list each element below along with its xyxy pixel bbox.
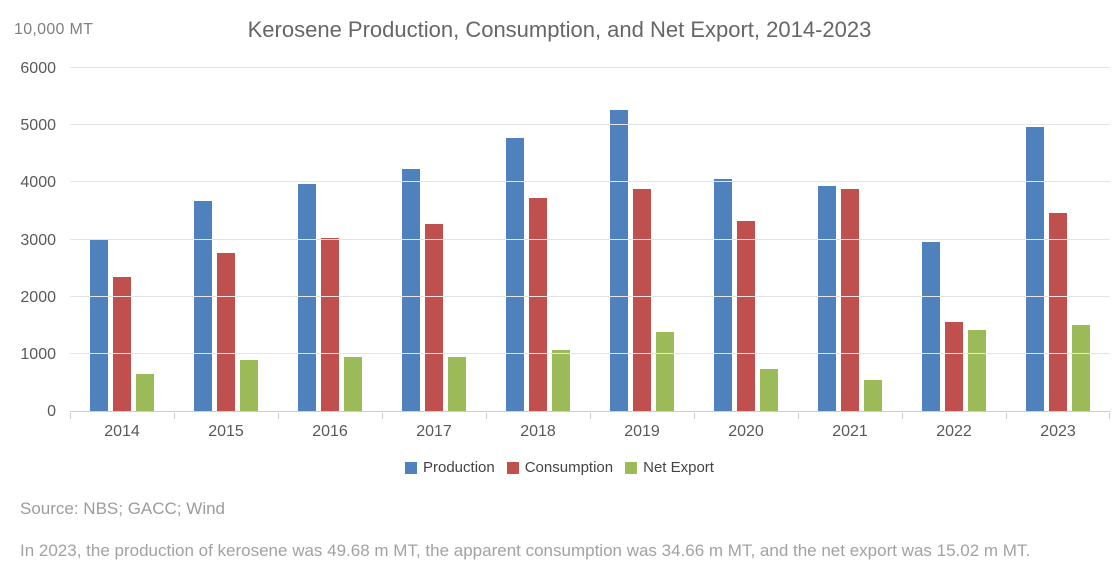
x-axis-tick-mark xyxy=(486,413,487,419)
bar-net-export xyxy=(448,356,466,411)
y-axis-tick-label: 1000 xyxy=(20,345,56,363)
bar-group-2014 xyxy=(70,69,174,411)
bar-consumption xyxy=(217,252,235,411)
y-axis-tick-label: 4000 xyxy=(20,174,56,192)
y-axis-labels: 0 1000 2000 3000 4000 5000 6000 xyxy=(0,60,56,420)
x-axis-label: 2022 xyxy=(936,423,972,440)
bar-production xyxy=(298,184,316,411)
legend-item-consumption: Consumption xyxy=(506,459,614,476)
chart-legend: Production Consumption Net Export xyxy=(0,459,1119,476)
bar-net-export xyxy=(344,356,362,411)
bar-production xyxy=(90,239,108,411)
x-axis-label: 2015 xyxy=(208,423,244,440)
y-axis-unit-label: 10,000 MT xyxy=(14,21,94,38)
legend-label: Consumption xyxy=(524,459,614,476)
bar-net-export xyxy=(656,331,674,411)
legend-label: Production xyxy=(423,459,495,476)
x-axis-label: 2016 xyxy=(312,423,348,440)
legend-item-net-export: Net Export xyxy=(625,459,714,476)
gridline xyxy=(70,295,1110,297)
x-axis-label: 2023 xyxy=(1040,423,1076,440)
x-axis-tick-mark xyxy=(382,413,383,419)
bar-group-2017 xyxy=(382,69,486,411)
gridline xyxy=(70,67,1110,68)
y-axis-tick-label: 3000 xyxy=(20,231,56,249)
x-axis-ticks xyxy=(70,413,1110,419)
legend-label: Net Export xyxy=(643,459,714,476)
y-axis-tick-label: 0 xyxy=(47,403,56,420)
bar-consumption xyxy=(1049,212,1067,411)
bar-group-2019 xyxy=(590,69,694,411)
bar-group-2015 xyxy=(174,69,278,411)
x-axis-label: 2017 xyxy=(416,423,452,440)
bar-consumption xyxy=(737,221,755,411)
bar-group-2020 xyxy=(694,69,798,411)
bar-consumption xyxy=(113,276,131,411)
bar-group-2021 xyxy=(798,69,902,411)
x-axis-tick-mark xyxy=(1109,413,1110,419)
x-axis-tick-mark xyxy=(590,413,591,419)
bar-production xyxy=(922,242,940,411)
bar-consumption xyxy=(841,188,859,411)
bar-group-2016 xyxy=(278,69,382,411)
bar-net-export xyxy=(760,369,778,411)
gridline xyxy=(70,124,1110,126)
gridline xyxy=(70,238,1110,240)
x-axis-tick-mark xyxy=(902,413,903,419)
y-axis-tick-label: 5000 xyxy=(20,117,56,135)
legend-swatch-icon xyxy=(625,461,638,474)
plot-area xyxy=(70,67,1110,412)
bar-group-2022 xyxy=(902,69,1006,411)
bar-production xyxy=(1026,127,1044,411)
legend-item-production: Production xyxy=(405,459,495,476)
x-axis-tick-mark xyxy=(1006,413,1007,419)
caption-text: In 2023, the production of kerosene was … xyxy=(20,541,1031,560)
bar-production xyxy=(610,109,628,411)
x-axis-tick-mark xyxy=(694,413,695,419)
gridline xyxy=(70,352,1110,354)
x-axis-label: 2020 xyxy=(728,423,764,440)
bar-net-export xyxy=(552,350,570,411)
source-text: Source: NBS; GACC; Wind xyxy=(20,499,226,518)
bar-consumption xyxy=(945,322,963,411)
x-axis-label: 2019 xyxy=(624,423,660,440)
x-axis-tick-mark xyxy=(278,413,279,419)
bar-production xyxy=(506,138,524,411)
bar-production xyxy=(194,201,212,411)
bar-groups xyxy=(70,69,1110,411)
bar-net-export xyxy=(864,380,882,411)
bar-consumption xyxy=(529,198,547,411)
x-axis-label: 2018 xyxy=(520,423,556,440)
x-axis-tick-mark xyxy=(174,413,175,419)
x-axis-labels: 2014 2015 2016 2017 2018 2019 2020 2021 2022 2023 xyxy=(70,423,1110,441)
chart-title: Kerosene Production, Consumption, and Ne… xyxy=(247,17,872,42)
x-axis-label: 2021 xyxy=(832,423,868,440)
y-axis-tick-label: 2000 xyxy=(20,288,56,306)
bar-net-export xyxy=(968,330,986,411)
bar-consumption xyxy=(321,237,339,411)
y-axis-tick-label: 6000 xyxy=(20,60,56,77)
bar-production xyxy=(818,186,836,411)
bar-net-export xyxy=(240,360,258,411)
gridline xyxy=(70,181,1110,183)
bar-group-2023 xyxy=(1006,69,1110,411)
legend-swatch-icon xyxy=(506,461,519,474)
legend-swatch-icon xyxy=(405,461,417,474)
bar-group-2018 xyxy=(486,69,590,411)
bar-consumption xyxy=(425,223,443,411)
x-axis-label: 2014 xyxy=(104,423,140,440)
bar-production xyxy=(402,169,420,411)
bar-net-export xyxy=(1072,325,1090,411)
x-axis-tick-mark xyxy=(70,413,71,419)
x-axis-tick-mark xyxy=(798,413,799,419)
bar-net-export xyxy=(136,373,154,411)
bar-consumption xyxy=(633,189,651,411)
